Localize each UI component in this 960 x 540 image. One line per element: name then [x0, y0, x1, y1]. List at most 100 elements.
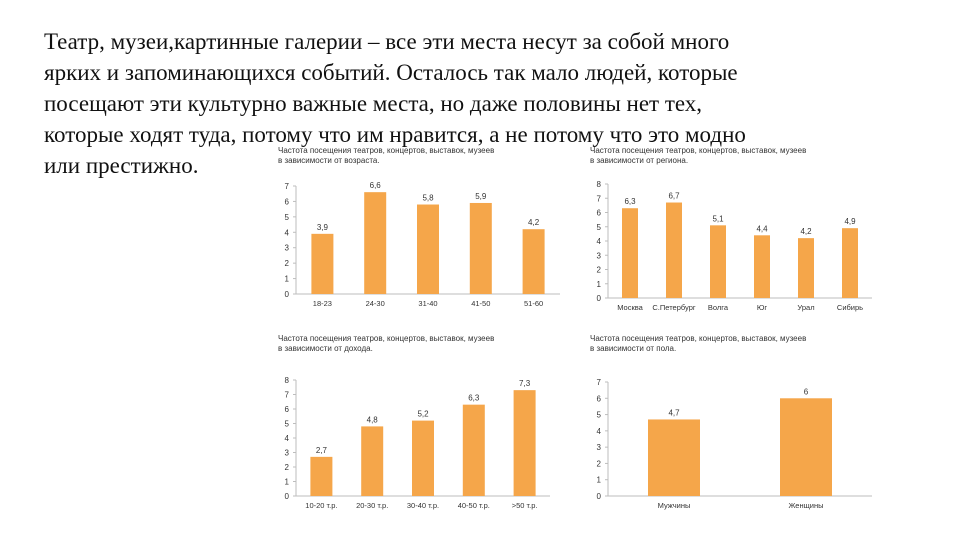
x-tick-label: Мужчины	[658, 501, 691, 510]
x-tick-label: 30-40 т.р.	[407, 501, 439, 510]
y-tick-label: 1	[285, 478, 290, 487]
bar	[648, 419, 700, 496]
chart-title-line: в зависимости от дохода.	[278, 344, 373, 353]
y-tick-label: 0	[597, 492, 602, 501]
x-tick-label: Москва	[617, 303, 643, 312]
bar-chart-plot: 0 1 2 3 4 5 6 7 8 6,3 Москва 6,7 С.Петербург 5,1 Волга…	[597, 180, 872, 312]
intro-line: ярких и запоминающихся событий. Осталось…	[44, 60, 738, 85]
chart-title: Частота посещения театров, концертов, вы…	[278, 146, 568, 166]
bar	[522, 229, 545, 294]
data-label: 4,9	[844, 217, 856, 226]
chart-title: Частота посещения театров, концертов, вы…	[590, 334, 880, 354]
chart-title: Частота посещения театров, концертов, вы…	[278, 334, 568, 354]
data-label: 4,8	[367, 415, 379, 424]
x-tick-label: С.Петербург	[652, 303, 695, 312]
chart-title-line: Частота посещения театров, концертов, вы…	[278, 146, 495, 155]
x-tick-label: 24-30	[366, 299, 385, 308]
bar-chart-plot: 0 1 2 3 4 5 6 7 3,9 18-23 6,6 24-30 5,8 31-40 5,9 41-50…	[285, 181, 560, 308]
chart-title-line: в зависимости от пола.	[590, 344, 677, 353]
bar-chart-plot: 0 1 2 3 4 5 6 7 4,7 Мужчины 6 Женщины	[597, 378, 872, 510]
bar	[780, 398, 832, 496]
x-tick-label: Женщины	[788, 501, 823, 510]
chart-by-gender: Частота посещения театров, концертов, вы…	[590, 334, 880, 520]
y-tick-label: 4	[285, 434, 290, 443]
y-tick-label: 2	[285, 463, 290, 472]
y-tick-label: 1	[285, 275, 290, 284]
y-tick-label: 0	[285, 290, 290, 299]
x-tick-label: >50 т.р.	[512, 501, 538, 510]
bar-chart-plot: 0 1 2 3 4 5 6 7 8 2,7 10-20 т.р. 4,8 20-30 т.р. 5,2 30…	[285, 376, 550, 510]
y-tick-label: 7	[597, 194, 602, 203]
y-tick-label: 7	[285, 182, 290, 191]
data-label: 6,3	[468, 394, 480, 403]
data-label: 6,7	[668, 192, 680, 201]
y-tick-label: 5	[597, 223, 602, 232]
y-tick-label: 3	[597, 443, 602, 452]
data-label: 4,2	[800, 227, 812, 236]
data-label: 7,3	[519, 379, 531, 388]
chart-by-age: Частота посещения театров, концертов, вы…	[278, 146, 568, 322]
data-label: 4,4	[756, 224, 768, 233]
bar	[622, 208, 638, 298]
y-tick-label: 2	[285, 259, 290, 268]
bar	[754, 235, 770, 298]
data-label: 5,1	[712, 214, 724, 223]
y-tick-label: 4	[597, 237, 602, 246]
data-label: 5,9	[475, 192, 487, 201]
chart-title-line: Частота посещения театров, концертов, вы…	[590, 146, 807, 155]
x-tick-label: Урал	[797, 303, 814, 312]
data-label: 2,7	[316, 446, 328, 455]
y-tick-label: 6	[285, 197, 290, 206]
x-tick-label: 41-50	[471, 299, 490, 308]
y-tick-label: 3	[285, 244, 290, 253]
bar	[364, 192, 387, 294]
y-tick-label: 6	[597, 209, 602, 218]
y-tick-label: 3	[597, 251, 602, 260]
chart-by-region: Частота посещения театров, концертов, вы…	[590, 146, 880, 322]
bar	[310, 456, 333, 496]
y-tick-label: 2	[597, 459, 602, 468]
chart-title-line: Частота посещения театров, концертов, вы…	[278, 334, 495, 343]
intro-line: которые ходят туда, потому что им нравит…	[44, 122, 746, 147]
data-label: 4,7	[668, 408, 680, 417]
bar	[311, 233, 334, 294]
x-tick-label: 51-60	[524, 299, 543, 308]
y-tick-label: 4	[597, 427, 602, 436]
y-tick-label: 5	[285, 213, 290, 222]
y-tick-label: 5	[597, 411, 602, 420]
x-tick-label: 31-40	[418, 299, 437, 308]
intro-line: или престижно.	[44, 153, 199, 178]
bar	[417, 204, 439, 294]
x-tick-label: Сибирь	[837, 303, 863, 312]
data-label: 5,2	[417, 410, 429, 419]
y-tick-label: 2	[597, 266, 602, 275]
intro-line: посещают эти культурно важные места, но …	[44, 91, 703, 116]
data-label: 6,3	[624, 197, 636, 206]
y-tick-label: 7	[597, 378, 602, 387]
intro-text: Театр, музеи,картинные галерии – все эти…	[44, 26, 924, 181]
chart-title-line: в зависимости от региона.	[590, 156, 689, 165]
x-tick-label: 20-30 т.р.	[356, 501, 388, 510]
data-label: 5,8	[422, 194, 434, 203]
y-tick-label: 8	[285, 376, 290, 385]
x-tick-label: Юг	[757, 303, 768, 312]
y-tick-label: 8	[597, 180, 602, 189]
y-tick-label: 1	[597, 280, 602, 289]
bar	[361, 426, 384, 496]
y-tick-label: 5	[285, 420, 290, 429]
y-tick-label: 7	[285, 391, 290, 400]
data-label: 6,6	[370, 181, 382, 190]
y-tick-label: 6	[285, 405, 290, 414]
bar	[412, 420, 434, 496]
chart-by-income: Частота посещения театров, концертов, вы…	[278, 334, 568, 520]
bar	[513, 390, 536, 496]
data-label: 6	[804, 387, 809, 396]
x-tick-label: 18-23	[313, 299, 332, 308]
y-tick-label: 0	[597, 294, 602, 303]
x-tick-label: 10-20 т.р.	[305, 501, 337, 510]
bar	[798, 238, 814, 298]
data-label: 3,9	[317, 223, 329, 232]
chart-title-line: в зависимости от возраста.	[278, 156, 380, 165]
y-tick-label: 6	[597, 394, 602, 403]
y-tick-label: 1	[597, 476, 602, 485]
